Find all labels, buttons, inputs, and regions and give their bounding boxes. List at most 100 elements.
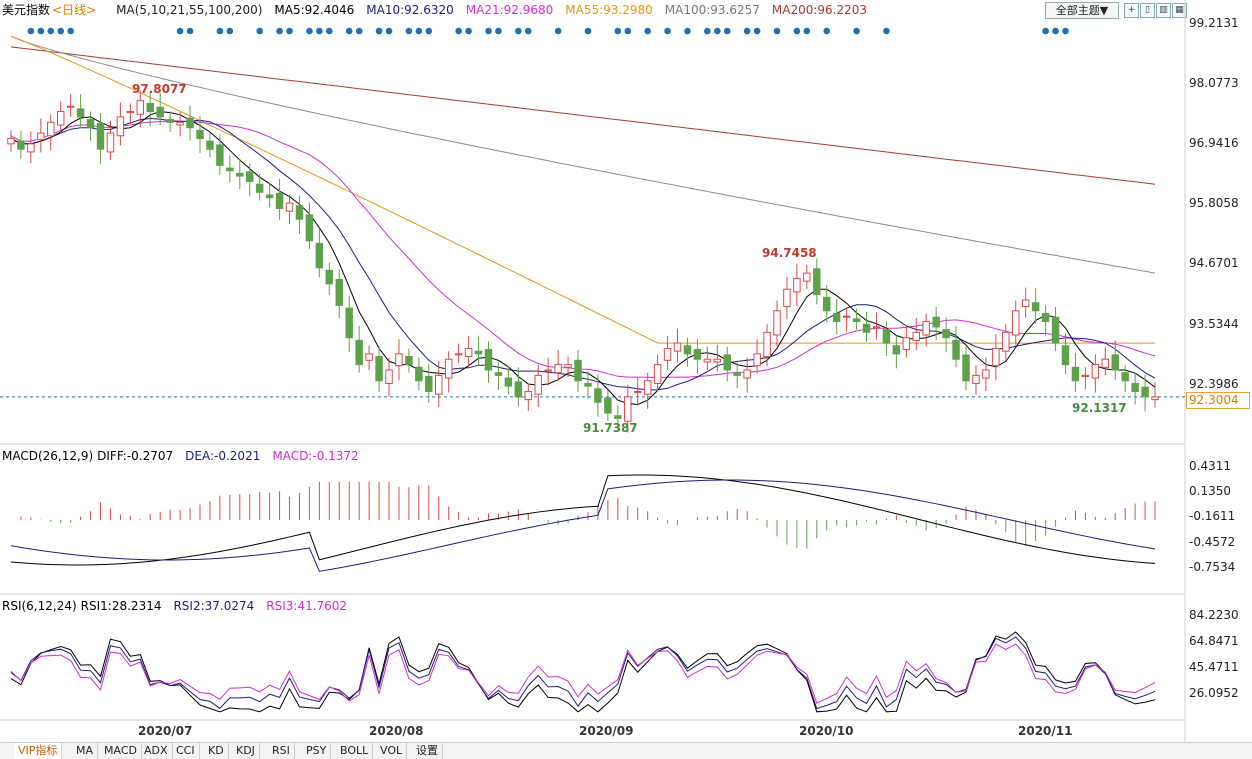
rsi-header: RSI(6,12,24) RSI1:28.2314 RSI2:37.0274 RSI3…: [2, 596, 359, 616]
candle-body: [604, 397, 612, 414]
layout-icon[interactable]: ▥: [1156, 3, 1171, 18]
signal-dot: [743, 27, 751, 35]
signal-dot: [355, 27, 363, 35]
candle-body: [176, 121, 184, 126]
candle-body: [932, 316, 940, 328]
tab-vol[interactable]: VOL: [376, 743, 408, 759]
candle-body: [803, 272, 811, 282]
signal-dot: [524, 27, 532, 35]
signal-dot: [186, 27, 194, 35]
period-selector[interactable]: <日线>: [52, 3, 97, 17]
candle-body: [96, 122, 105, 150]
candle-body: [1091, 364, 1100, 379]
candle-body: [1002, 331, 1010, 352]
chart-canvas[interactable]: [0, 0, 1252, 742]
candle-body: [415, 366, 423, 382]
candle-body: [236, 172, 244, 177]
tab-macd[interactable]: MACD: [100, 743, 142, 759]
split-window-icon[interactable]: ▯: [1140, 3, 1155, 18]
candle-body: [594, 388, 602, 403]
low-annotation: 91.7387: [583, 421, 638, 435]
candle-body: [325, 269, 334, 285]
candle-body: [793, 277, 801, 293]
price-tick-label: 92.3986: [1189, 377, 1239, 391]
high-annotation: 97.8077: [132, 82, 187, 96]
tab-ma[interactable]: MA: [72, 743, 99, 759]
candle-body: [27, 143, 35, 153]
high-annotation: 94.7458: [762, 246, 817, 260]
candle-body: [584, 382, 592, 387]
candle-body: [56, 111, 65, 126]
candle-body: [17, 140, 25, 150]
candle-body: [813, 268, 821, 296]
candle-body: [385, 369, 393, 384]
price-tick-label: 99.2131: [1189, 16, 1239, 30]
signal-dot: [226, 27, 234, 35]
signal-dot: [286, 27, 293, 35]
candle-body: [1012, 310, 1020, 336]
candle-body: [554, 364, 562, 374]
signal-dot: [316, 27, 323, 35]
tab-psy[interactable]: PSY: [302, 743, 332, 759]
candle-body: [275, 192, 284, 209]
ma5-line: [10, 110, 1156, 406]
candle-body: [474, 350, 483, 355]
candle-body: [872, 326, 881, 329]
candle-body: [1031, 302, 1040, 312]
macd-label: MACD(26,12,9): [2, 449, 94, 463]
candle-body: [305, 214, 314, 242]
price-tick-label: 98.0773: [1189, 76, 1239, 90]
signal-dot: [614, 27, 622, 35]
signal-dot: [47, 27, 55, 35]
candle-body: [335, 279, 344, 306]
price-tick-label: 96.9416: [1189, 136, 1239, 150]
candle-body: [484, 349, 493, 371]
last-price-tag: 92.3004: [1186, 392, 1250, 409]
macd-tick-label: -0.1611: [1189, 509, 1236, 523]
add-window-icon[interactable]: +: [1124, 3, 1139, 18]
grid-icon[interactable]: ▦: [1172, 3, 1187, 18]
rsi-tick-label: 84.2230: [1189, 608, 1239, 622]
candle-body: [942, 329, 950, 339]
candle-body: [912, 331, 921, 341]
ma100-value: MA100:93.6257: [664, 3, 760, 17]
tab-settings[interactable]: 设置: [412, 743, 443, 759]
ma200-value: MA200:96.2203: [771, 3, 868, 17]
candle-body: [66, 105, 75, 108]
signal-dot: [584, 27, 592, 35]
rsi2-value: RSI2:37.0274: [173, 599, 255, 613]
macd-tick-label: -0.4572: [1189, 535, 1236, 549]
signal-dot: [455, 27, 462, 35]
tab-adx[interactable]: ADX: [140, 743, 173, 759]
signal-dot: [823, 27, 831, 35]
candle-body: [982, 369, 990, 379]
candle-body: [852, 318, 861, 323]
tab-kdj[interactable]: KDJ: [232, 743, 260, 759]
candle-body: [723, 354, 731, 371]
tab-rsi[interactable]: RSI: [268, 743, 295, 759]
signal-dot: [57, 27, 65, 35]
signal-dot: [425, 27, 433, 35]
candle-body: [753, 353, 761, 367]
date-tick-label: 2020/08: [369, 724, 424, 738]
candle-body: [285, 202, 294, 212]
tab-boll[interactable]: BOLL: [336, 743, 374, 759]
candle-body: [1141, 386, 1149, 398]
theme-dropdown[interactable]: 全部主题▼: [1045, 2, 1119, 19]
rsi-tick-label: 26.0952: [1189, 686, 1239, 700]
rsi-label: RSI(6,12,24): [2, 599, 77, 613]
signal-dot: [704, 27, 711, 35]
candle-body: [86, 119, 95, 129]
signal-dot: [276, 27, 283, 35]
tab-kd[interactable]: KD: [204, 743, 229, 759]
signal-dot: [27, 27, 35, 35]
tab-cci[interactable]: CCI: [172, 743, 200, 759]
signal-dot: [495, 27, 502, 35]
indicator-tab-bar: VIP指标 MA MACD ADX CCI KD KDJ RSI PSY BOL…: [0, 742, 1252, 759]
tab-vip[interactable]: VIP指标: [14, 743, 63, 759]
candle-body: [1051, 316, 1060, 344]
ma10-line: [10, 117, 1156, 391]
price-tick-label: 95.8058: [1189, 196, 1239, 210]
signal-dot: [385, 27, 393, 35]
candle-body: [703, 358, 712, 363]
